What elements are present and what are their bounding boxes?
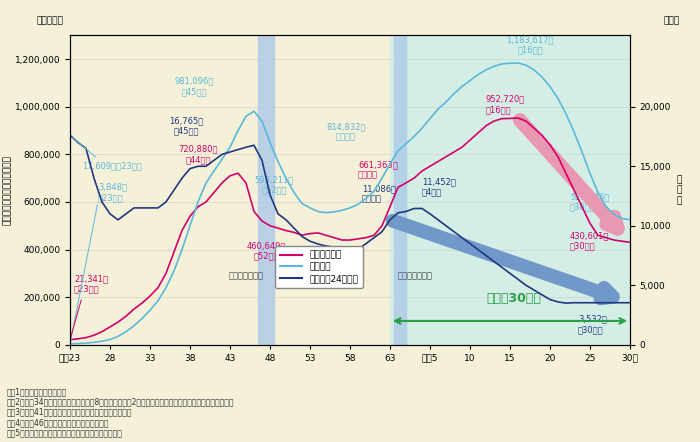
Text: 981,096人
（45年）: 981,096人 （45年）: [174, 76, 214, 96]
Text: 814,832人
（元年）: 814,832人 （元年）: [326, 122, 365, 141]
Text: 1,183,617人
（16年）: 1,183,617人 （16年）: [506, 35, 554, 54]
Text: 注　1　警察庁資料による。
　　2　昭和34年までは，軽微な被害（8日未満の負傷，2万円以下の物的損害）事故は含まれていない。
　　3　昭和41年以降の件数には: 注 1 警察庁資料による。 2 昭和34年までは，軽微な被害（8日未満の負傷，2…: [7, 387, 234, 438]
Text: 11,452人
（4年）: 11,452人 （4年）: [422, 177, 456, 197]
Text: 21,341件
（23年）: 21,341件 （23年）: [74, 274, 108, 293]
Text: 430,601件
（30年）: 430,601件 （30年）: [570, 231, 610, 251]
Text: （人）: （人）: [664, 16, 680, 25]
Text: 3,848人
（23年）: 3,848人 （23年）: [98, 183, 127, 202]
Y-axis label: 死
者
数: 死 者 数: [677, 175, 682, 205]
Text: 661,363件
（元年）: 661,363件 （元年）: [358, 160, 398, 179]
Bar: [394, 35, 406, 345]
Text: 460,649件
（52年）: 460,649件 （52年）: [246, 241, 286, 261]
Bar: [258, 35, 274, 345]
Text: 平成の30年間: 平成の30年間: [486, 293, 541, 305]
Text: 第２次交通戦争: 第２次交通戦争: [398, 271, 433, 280]
Bar: [390, 35, 630, 345]
Text: 8,466人
（54年）: 8,466人 （54年）: [291, 263, 321, 282]
Y-axis label: 交通事故発生件数・負傷者数: 交通事故発生件数・負傷者数: [3, 155, 12, 225]
Text: 3,532人
（30年）: 3,532人 （30年）: [578, 315, 607, 334]
Text: 16,765人
（45年）: 16,765人 （45年）: [169, 116, 203, 135]
Text: 17,609人（23年）: 17,609人（23年）: [82, 161, 141, 171]
Text: 11,086人
（元年）: 11,086人 （元年）: [362, 184, 396, 203]
Text: 593,211人
（52年）: 593,211人 （52年）: [254, 175, 293, 195]
Text: 720,880件
（44年）: 720,880件 （44年）: [178, 145, 218, 164]
Text: 952,720件
（16年）: 952,720件 （16年）: [486, 95, 525, 114]
Legend: 事故発生件数, 負傷者数, 死者数（24時間）: 事故発生件数, 負傷者数, 死者数（24時間）: [275, 246, 363, 288]
Text: （人、件）: （人、件）: [36, 16, 63, 25]
Text: 第１次交通戦争: 第１次交通戦争: [228, 271, 263, 280]
Text: 525,846人
（30年）: 525,846人 （30年）: [570, 192, 610, 211]
